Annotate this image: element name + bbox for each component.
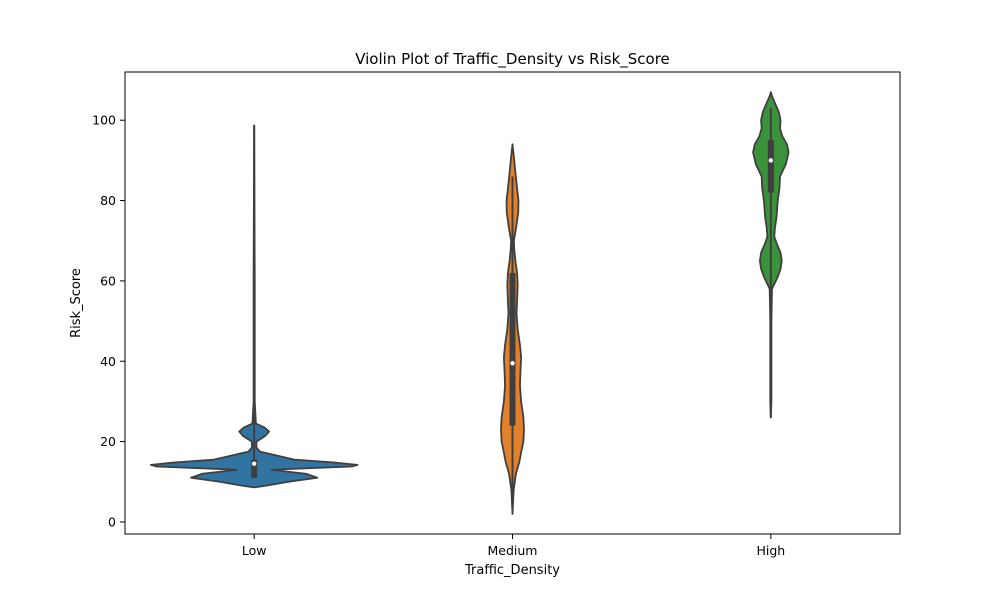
violin-median-point — [251, 461, 257, 466]
violin-low — [149, 124, 359, 489]
y-tick-label: 80 — [100, 193, 116, 208]
x-tick-label: Low — [242, 543, 267, 558]
y-axis-label: Risk_Score — [69, 268, 84, 338]
violin-iqr-box — [509, 272, 516, 426]
x-axis-label: Traffic_Density — [464, 563, 560, 578]
violin-high — [752, 91, 790, 419]
x-tick-label: Medium — [488, 543, 538, 558]
y-tick-label: 40 — [100, 354, 116, 369]
violin-median-point — [510, 361, 515, 366]
violin-median-point — [768, 158, 774, 163]
x-axis: Low Medium High — [242, 534, 785, 558]
y-tick-label: 20 — [100, 434, 116, 449]
violin-iqr-box — [251, 459, 258, 478]
y-axis: 0 20 40 60 80 100 — [92, 113, 125, 529]
violin-medium — [500, 143, 525, 515]
x-tick-label: High — [756, 543, 785, 558]
violins-layer — [149, 91, 790, 515]
y-tick-label: 0 — [108, 514, 116, 529]
y-tick-label: 100 — [92, 113, 116, 128]
y-tick-label: 60 — [100, 273, 116, 288]
violin-iqr-box — [767, 140, 774, 193]
chart-title: Violin Plot of Traffic_Density vs Risk_S… — [355, 50, 670, 69]
